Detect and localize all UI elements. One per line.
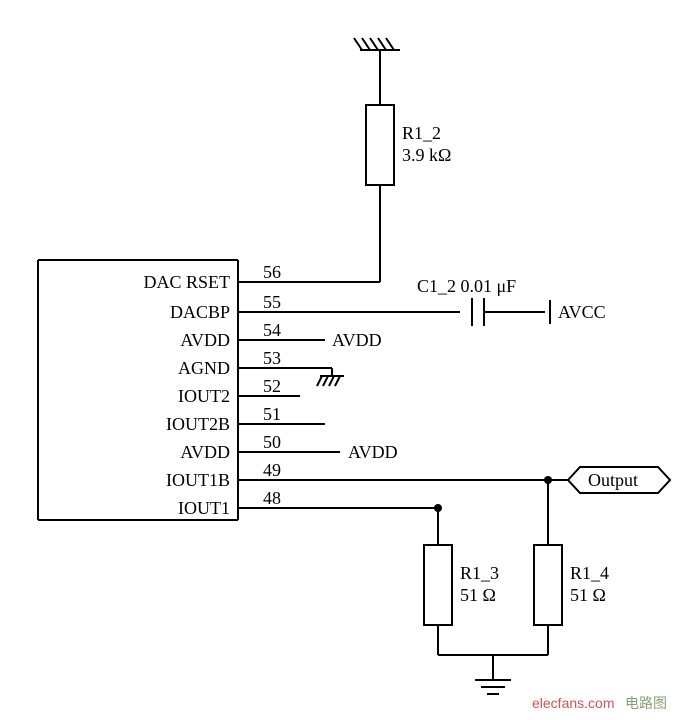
svg-text:54: 54 <box>263 320 281 340</box>
svg-text:C1_2 0.01 μF: C1_2 0.01 μF <box>417 276 516 296</box>
svg-text:AVDD: AVDD <box>180 330 230 350</box>
svg-text:AVDD: AVDD <box>332 330 382 350</box>
svg-text:52: 52 <box>263 376 281 396</box>
svg-text:R1_3: R1_3 <box>460 563 499 583</box>
svg-text:49: 49 <box>263 460 281 480</box>
svg-text:IOUT2: IOUT2 <box>178 386 230 406</box>
schematic-canvas: DAC RSET 56 DACBP 55 AVDD 54 AGND 53 IOUT2 52 IOUT… <box>0 0 700 720</box>
svg-text:50: 50 <box>263 432 281 452</box>
svg-text:48: 48 <box>263 488 281 508</box>
svg-text:Output: Output <box>588 470 638 490</box>
svg-text:51 Ω: 51 Ω <box>460 585 496 605</box>
svg-text:IOUT2B: IOUT2B <box>166 414 230 434</box>
svg-text:55: 55 <box>263 292 281 312</box>
svg-text:DACBP: DACBP <box>170 302 230 322</box>
svg-text:53: 53 <box>263 348 281 368</box>
svg-text:IOUT1B: IOUT1B <box>166 470 230 490</box>
svg-text:elecfans.com: elecfans.com <box>532 695 614 711</box>
svg-text:电路图: 电路图 <box>625 695 667 711</box>
svg-text:AVCC: AVCC <box>558 302 606 322</box>
svg-text:3.9 kΩ: 3.9 kΩ <box>402 145 451 165</box>
svg-text:AGND: AGND <box>178 358 230 378</box>
svg-text:51 Ω: 51 Ω <box>570 585 606 605</box>
svg-text:IOUT1: IOUT1 <box>178 498 230 518</box>
svg-text:R1_2: R1_2 <box>402 123 441 143</box>
svg-text:51: 51 <box>263 404 281 424</box>
svg-text:AVDD: AVDD <box>348 442 398 462</box>
svg-text:AVDD: AVDD <box>180 442 230 462</box>
svg-text:56: 56 <box>263 262 281 282</box>
svg-text:R1_4: R1_4 <box>570 563 609 583</box>
svg-text:DAC RSET: DAC RSET <box>143 272 230 292</box>
